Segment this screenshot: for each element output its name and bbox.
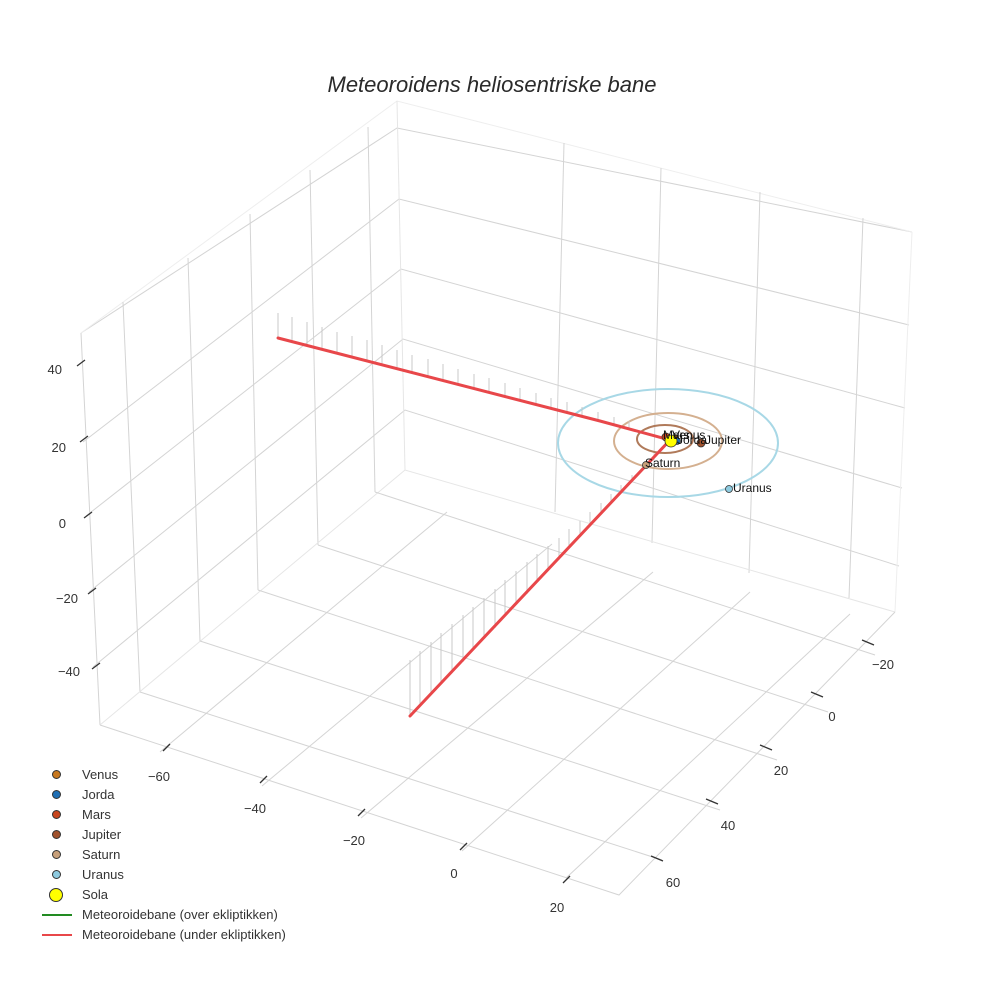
jupiter-dot-icon — [52, 830, 61, 839]
y-tick-label: 0 — [828, 709, 835, 724]
axis-ticks — [76, 359, 875, 884]
x-tick-label: −20 — [343, 833, 365, 848]
x-tick-label: −40 — [244, 801, 266, 816]
sun-dot-icon — [49, 888, 63, 902]
x-axis-labels: −60 −40 −20 0 20 — [148, 769, 564, 915]
legend-item-saturn[interactable]: Saturn — [40, 845, 286, 865]
saturn-dot-icon — [52, 850, 61, 859]
x-tick-label: 20 — [550, 900, 564, 915]
legend: Venus Jorda Mars Jupiter Saturn Uranus S… — [40, 765, 286, 945]
z-tick-label: 40 — [48, 362, 62, 377]
z-tick-label: 20 — [52, 440, 66, 455]
legend-item-path-over[interactable]: Meteoroidebane (over ekliptikken) — [40, 905, 286, 925]
planet-labels: Mars Venus Jorda Jupiter Saturn Uranus — [645, 428, 772, 495]
uranus-marker — [725, 485, 733, 493]
legend-label: Jupiter — [82, 827, 122, 842]
sun-marker — [664, 434, 678, 448]
venus-label: Venus — [672, 428, 705, 442]
y-tick-label: 60 — [666, 875, 680, 890]
grid-lines — [80, 100, 913, 896]
z-axis-labels: 40 20 0 −20 −40 — [48, 362, 80, 679]
jupiter-orbit — [636, 424, 694, 454]
legend-label: Jorda — [82, 787, 115, 802]
legend-label: Meteoroidebane (over ekliptikken) — [82, 907, 278, 922]
saturn-marker — [642, 461, 650, 469]
x-tick-label: −60 — [148, 769, 170, 784]
jupiter-label: Jupiter — [705, 433, 741, 447]
meteoroid-path-under — [276, 336, 673, 718]
legend-item-jorda[interactable]: Jorda — [40, 785, 286, 805]
legend-label: Saturn — [82, 847, 121, 862]
x-tick-label: 0 — [450, 866, 457, 881]
jorda-label: Jorda — [677, 433, 707, 447]
chart-title: Meteoroidens heliosentriske bane — [327, 72, 657, 97]
z-tick-label: −40 — [58, 664, 80, 679]
red-line-icon — [42, 934, 72, 936]
y-axis-labels: −20 0 20 40 60 — [666, 657, 894, 890]
drop-lines — [277, 313, 633, 716]
legend-item-venus[interactable]: Venus — [40, 765, 286, 785]
y-tick-label: 20 — [774, 763, 788, 778]
z-tick-label: 0 — [59, 516, 66, 531]
legend-item-mars[interactable]: Mars — [40, 805, 286, 825]
legend-item-uranus[interactable]: Uranus — [40, 865, 286, 885]
mars-dot-icon — [52, 810, 61, 819]
legend-label: Sola — [82, 887, 109, 902]
y-tick-label: −20 — [872, 657, 894, 672]
legend-label: Mars — [82, 807, 111, 822]
legend-label: Meteoroidebane (under ekliptikken) — [82, 927, 286, 942]
jupiter-marker — [696, 438, 706, 448]
y-tick-label: 40 — [721, 818, 735, 833]
legend-label: Uranus — [82, 867, 124, 882]
legend-label: Venus — [82, 767, 119, 782]
jorda-dot-icon — [52, 790, 61, 799]
legend-item-jupiter[interactable]: Jupiter — [40, 825, 286, 845]
uranus-label: Uranus — [733, 481, 772, 495]
uranus-orbit — [557, 388, 779, 498]
saturn-label: Saturn — [645, 456, 680, 470]
saturn-orbit — [613, 412, 723, 470]
mars-label: Mars — [663, 428, 690, 442]
planets — [642, 432, 733, 493]
venus-dot-icon — [52, 770, 61, 779]
uranus-dot-icon — [52, 870, 61, 879]
orbits — [557, 388, 779, 498]
legend-item-path-under[interactable]: Meteoroidebane (under ekliptikken) — [40, 925, 286, 945]
green-line-icon — [42, 914, 72, 916]
z-tick-label: −20 — [56, 591, 78, 606]
legend-item-sola[interactable]: Sola — [40, 885, 286, 905]
